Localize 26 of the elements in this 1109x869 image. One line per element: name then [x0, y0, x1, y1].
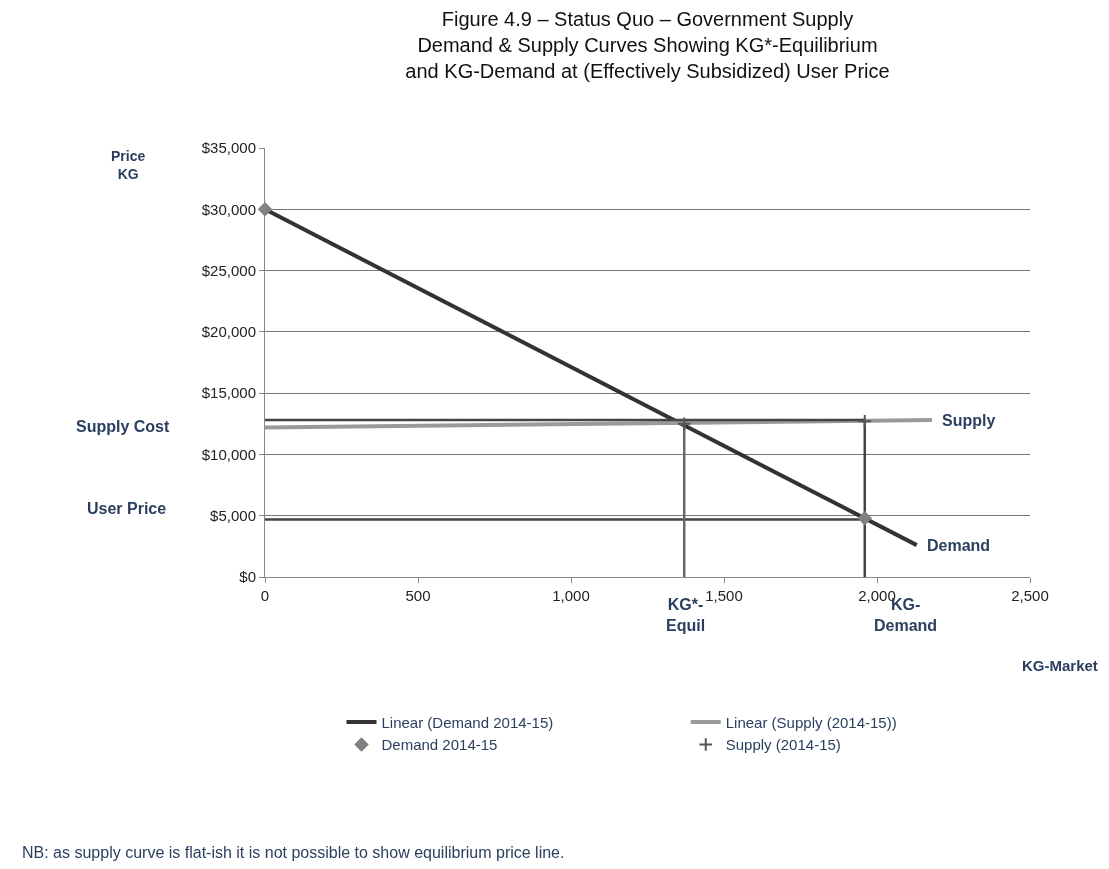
annotation: Supply [942, 412, 996, 429]
y-tick-label: $10,000 [201, 445, 256, 463]
text: User Price [87, 500, 167, 517]
x-tick-label: 1,500 [705, 587, 743, 604]
y-tick-label: $15,000 [201, 384, 256, 402]
x-axis-title: KG-Market [1022, 657, 1098, 674]
text: Supply Cost [76, 418, 171, 435]
legend-label: Supply (2014-15) [725, 736, 841, 754]
legend-label: Demand 2014-15 [381, 736, 498, 754]
chart-title: Figure 4.9 – Status Quo – Government Supply Demand & Supply Curves Showing KG*-Equilibrium and KG-Demand at (Effectively Subsidized) User Price [405, 8, 890, 83]
text: KG*- Equil [666, 596, 706, 634]
text: NB: as supply curve is flat-ish it is not possible to show equilibrium price line. [22, 844, 565, 861]
x-tick-label: 500 [405, 587, 431, 604]
y-tick-label: $30,000 [201, 200, 256, 218]
y-tick-label: $20,000 [201, 323, 256, 341]
x-tick-label: 0 [260, 587, 270, 604]
legend-label: Linear (Supply (2014-15)) [725, 713, 897, 731]
y-tick-label: $25,000 [201, 261, 256, 279]
y-tick-label: $5,000 [210, 506, 256, 524]
y-tick-label: $0 [239, 568, 256, 586]
legend-label: Linear (Demand 2014-15) [381, 713, 554, 731]
text: Price KG [111, 148, 146, 183]
x-tick-label: 1,000 [552, 587, 590, 604]
y-tick-label: $35,000 [201, 139, 256, 157]
x-tick-label: 2,500 [1011, 587, 1049, 604]
annotation: Demand [927, 537, 991, 554]
